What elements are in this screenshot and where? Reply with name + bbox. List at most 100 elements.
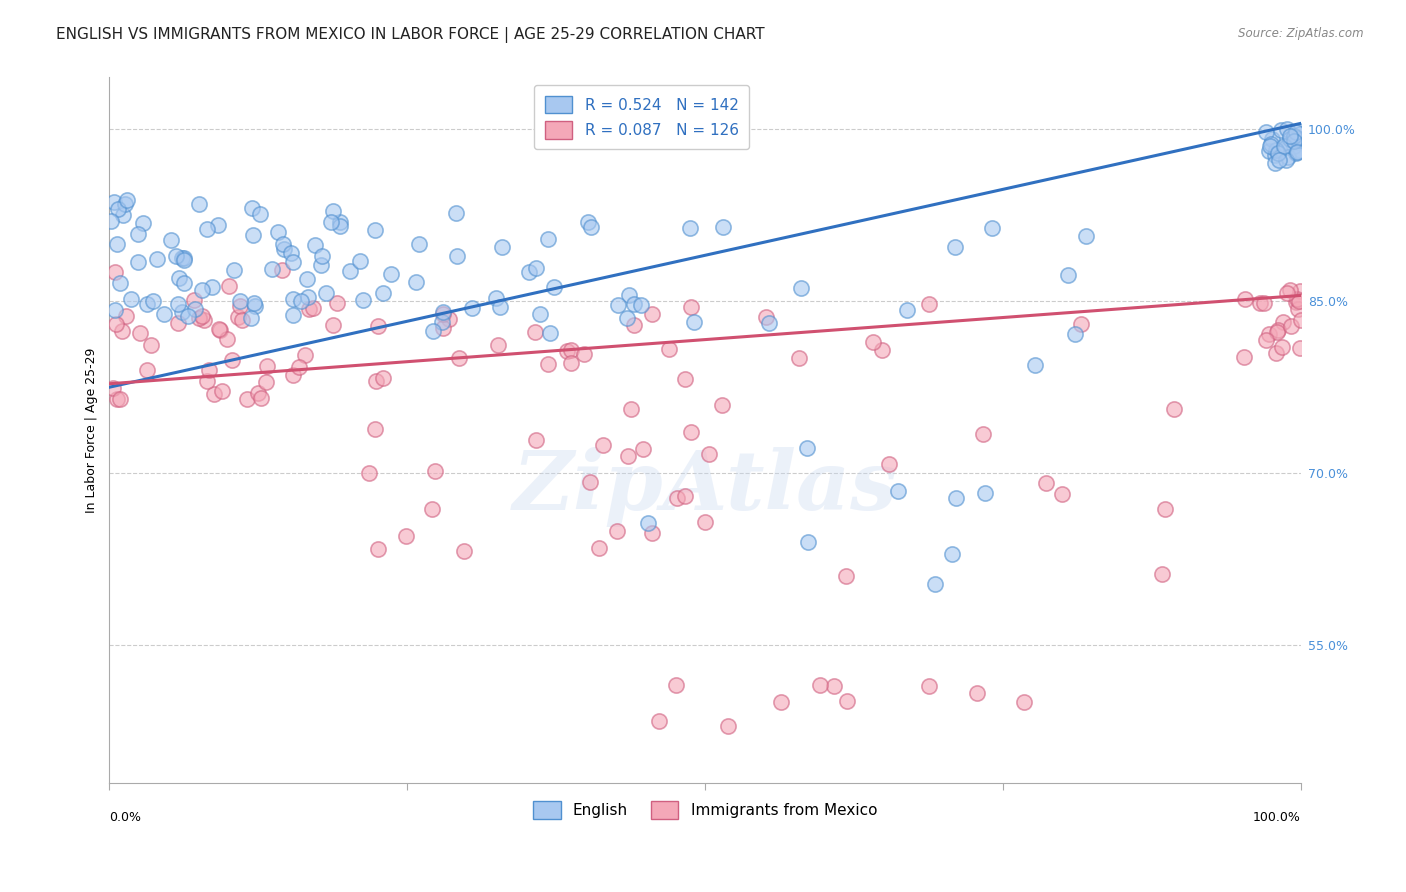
Point xyxy=(115,193,138,207)
Point xyxy=(209,323,232,337)
Point xyxy=(408,236,430,251)
Point xyxy=(683,314,706,328)
Point xyxy=(240,201,263,215)
Point xyxy=(1285,145,1308,160)
Point xyxy=(329,219,352,234)
Point xyxy=(281,368,304,382)
Point xyxy=(1288,123,1310,137)
Point xyxy=(207,218,229,232)
Point xyxy=(1057,268,1080,282)
Point xyxy=(1258,138,1281,153)
Point xyxy=(1288,293,1310,308)
Point xyxy=(1264,143,1286,157)
Point xyxy=(1278,283,1301,297)
Point xyxy=(1279,319,1302,334)
Point xyxy=(128,326,150,340)
Point xyxy=(211,384,233,398)
Point xyxy=(110,392,132,406)
Point xyxy=(1282,139,1305,153)
Point xyxy=(538,326,561,341)
Point xyxy=(215,332,238,346)
Point xyxy=(1257,144,1279,158)
Point xyxy=(135,297,157,311)
Point xyxy=(167,297,190,311)
Point xyxy=(823,679,845,693)
Point xyxy=(616,311,638,326)
Point xyxy=(917,297,939,311)
Point xyxy=(1285,294,1308,309)
Point xyxy=(1233,292,1256,306)
Point xyxy=(681,300,703,314)
Point xyxy=(665,678,688,692)
Point xyxy=(808,678,831,692)
Point xyxy=(187,311,209,326)
Point xyxy=(231,313,253,327)
Point xyxy=(173,276,195,290)
Point xyxy=(770,694,793,708)
Point xyxy=(1285,125,1308,139)
Text: ENGLISH VS IMMIGRANTS FROM MEXICO IN LABOR FORCE | AGE 25-29 CORRELATION CHART: ENGLISH VS IMMIGRANTS FROM MEXICO IN LAB… xyxy=(56,27,765,43)
Point xyxy=(529,307,551,321)
Point xyxy=(111,324,134,338)
Point xyxy=(283,254,305,268)
Point xyxy=(1289,143,1312,157)
Point xyxy=(304,238,326,252)
Point xyxy=(191,309,214,323)
Point xyxy=(207,322,229,336)
Point xyxy=(183,293,205,307)
Point xyxy=(1271,340,1294,354)
Point xyxy=(524,325,547,339)
Text: 100.0%: 100.0% xyxy=(1253,811,1301,824)
Point xyxy=(1076,228,1098,243)
Point xyxy=(112,208,135,222)
Point xyxy=(298,301,321,316)
Point xyxy=(108,276,131,290)
Point xyxy=(1270,123,1292,137)
Point xyxy=(446,249,468,263)
Point xyxy=(679,220,702,235)
Point xyxy=(173,252,195,267)
Point xyxy=(243,295,266,310)
Point xyxy=(364,374,387,388)
Point xyxy=(1278,136,1301,151)
Point xyxy=(114,197,136,211)
Point xyxy=(311,249,333,263)
Point xyxy=(160,234,183,248)
Point xyxy=(187,197,209,211)
Point xyxy=(491,240,513,254)
Point xyxy=(242,227,264,242)
Point xyxy=(945,491,967,505)
Point xyxy=(166,316,188,330)
Point xyxy=(107,202,129,217)
Point xyxy=(579,475,602,490)
Point xyxy=(1288,132,1310,146)
Point xyxy=(1163,401,1185,416)
Point xyxy=(896,303,918,318)
Point xyxy=(879,457,901,471)
Point xyxy=(665,491,688,505)
Point xyxy=(195,221,218,235)
Point xyxy=(637,516,659,531)
Point xyxy=(170,305,193,319)
Point xyxy=(648,714,671,728)
Point xyxy=(170,251,193,265)
Point xyxy=(167,271,190,285)
Point xyxy=(1277,150,1299,164)
Point xyxy=(115,309,138,323)
Point xyxy=(422,324,444,338)
Point xyxy=(432,315,454,329)
Point xyxy=(177,309,200,323)
Point xyxy=(1260,137,1282,152)
Point xyxy=(165,249,187,263)
Point xyxy=(352,293,374,308)
Point xyxy=(100,214,122,228)
Point xyxy=(1286,301,1309,316)
Point xyxy=(581,219,603,234)
Point xyxy=(980,220,1002,235)
Point xyxy=(104,265,127,279)
Point xyxy=(101,381,124,395)
Point xyxy=(1277,122,1299,136)
Point xyxy=(711,220,734,235)
Point xyxy=(239,311,262,326)
Point xyxy=(918,679,941,693)
